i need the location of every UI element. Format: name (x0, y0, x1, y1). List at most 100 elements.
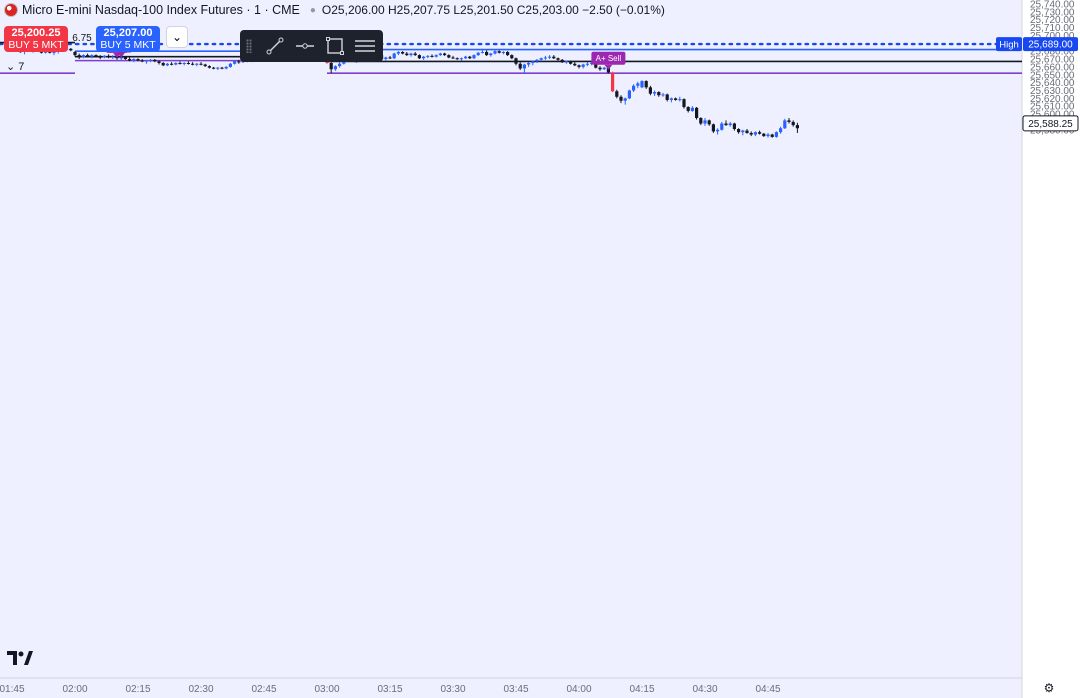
candle-body (518, 63, 522, 69)
candle-body (556, 58, 560, 60)
price-tick-label: 25,620.00 (1030, 94, 1075, 105)
candle-body (98, 56, 102, 58)
candle-body (409, 53, 413, 56)
candle-body (745, 130, 749, 133)
horizontal-ray-icon[interactable] (294, 34, 317, 58)
candle-body (228, 63, 232, 67)
candle-body (430, 55, 434, 57)
candle-body (199, 63, 203, 65)
candle-body (648, 87, 652, 94)
candle-body (787, 120, 791, 122)
candle-body (795, 125, 799, 129)
high-price-label: 25,689.00 (1028, 40, 1073, 51)
time-tick-label: 03:45 (503, 684, 528, 695)
candle-body (472, 55, 476, 59)
chevron-down-icon[interactable]: ⌄ (166, 26, 188, 48)
chevron-down-icon: ⌄ (6, 61, 16, 73)
price-tick-label: 25,740.00 (1030, 0, 1075, 11)
candle-body (417, 55, 421, 59)
price-tick-label: 25,710.00 (1030, 23, 1075, 34)
candle-body (548, 56, 552, 58)
candle-body (653, 92, 657, 94)
price-tick-label: 25,650.00 (1030, 70, 1075, 81)
price-tick-label: 25,630.00 (1030, 86, 1075, 97)
candle-body (774, 132, 778, 137)
candle-body (543, 57, 547, 59)
candle-body (770, 134, 774, 137)
candle-body (510, 55, 514, 59)
candle-body (728, 123, 732, 126)
time-tick-label: 04:45 (755, 684, 780, 695)
candle-body (732, 123, 736, 130)
signal-label-pointer (604, 64, 613, 70)
candle-body (678, 99, 682, 101)
candle-body (392, 53, 396, 59)
candle-body (686, 107, 690, 111)
candle-body (136, 59, 140, 61)
candle-body (107, 55, 111, 58)
candle-body (644, 81, 648, 88)
candle-body (207, 66, 211, 68)
candle-body (707, 120, 711, 125)
candle-body (422, 56, 426, 59)
candle-body (485, 51, 489, 56)
candle-body (384, 57, 388, 60)
time-tick-label: 02:00 (62, 684, 87, 695)
settings-lines-icon[interactable] (353, 34, 376, 58)
candle-body (128, 59, 132, 61)
candle-body (619, 96, 623, 101)
buy-market-button[interactable]: 25,207.00 BUY 5 MKT (96, 26, 160, 52)
price-tick-label: 25,660.00 (1030, 62, 1075, 73)
time-tick-label: 04:15 (629, 684, 654, 695)
candle-body (741, 130, 745, 133)
candle-body (102, 55, 106, 58)
candle-body (669, 98, 673, 100)
candle-body (501, 51, 505, 53)
candle-body (451, 57, 455, 59)
ohlc-readout: O25,206.00 H25,207.75 L25,201.50 C25,203… (321, 3, 665, 17)
candle-body (178, 62, 182, 64)
candle-body (203, 64, 207, 67)
candle-body (716, 129, 720, 132)
spread-value: 6.75 (72, 33, 92, 44)
candle-body (720, 123, 724, 130)
drag-handle-icon[interactable] (246, 39, 252, 53)
indicators-toggle[interactable]: ⌄ 7 (6, 60, 24, 73)
symbol-title[interactable]: Micro E-mini Nasdaq-100 Index Futures · … (22, 3, 300, 17)
time-tick-label: 04:30 (692, 684, 717, 695)
candle-body (573, 63, 577, 66)
sell-price: 25,200.25 (11, 27, 61, 39)
candle-body (401, 51, 405, 54)
price-tick-label: 25,730.00 (1030, 7, 1075, 18)
candle-body (627, 90, 631, 99)
time-tick-label: 03:15 (377, 684, 402, 695)
candle-body (585, 63, 589, 65)
candle-body (123, 57, 127, 60)
candle-body (758, 132, 762, 134)
tradingview-logo-icon (7, 651, 33, 665)
candle-body (73, 51, 77, 56)
candle-body (161, 62, 165, 66)
candle-body (191, 63, 195, 65)
high-tag-box (996, 37, 1022, 52)
time-tick-label: 02:30 (188, 684, 213, 695)
candle-body (569, 61, 573, 64)
candle-body (220, 67, 224, 69)
candle-body (632, 85, 636, 91)
candle-body (94, 55, 98, 57)
time-tick-label: 04:00 (566, 684, 591, 695)
candle-body (476, 52, 480, 56)
gear-icon[interactable]: ⚙ (1043, 681, 1055, 695)
trend-line-icon[interactable] (264, 34, 287, 58)
price-tick-label: 25,640.00 (1030, 78, 1075, 89)
candle-body (711, 124, 715, 132)
time-ticks: 01:45 02:00 02:15 02:30 02:45 03:00 03:15 03:30… (0, 684, 781, 695)
sell-market-button[interactable]: 25,200.25 BUY 5 MKT (4, 26, 68, 52)
candle-body (111, 56, 115, 58)
high-price-box (1023, 37, 1078, 52)
last-price-box (1022, 115, 1079, 132)
rectangle-icon[interactable] (323, 34, 346, 58)
candle-body (480, 51, 484, 53)
